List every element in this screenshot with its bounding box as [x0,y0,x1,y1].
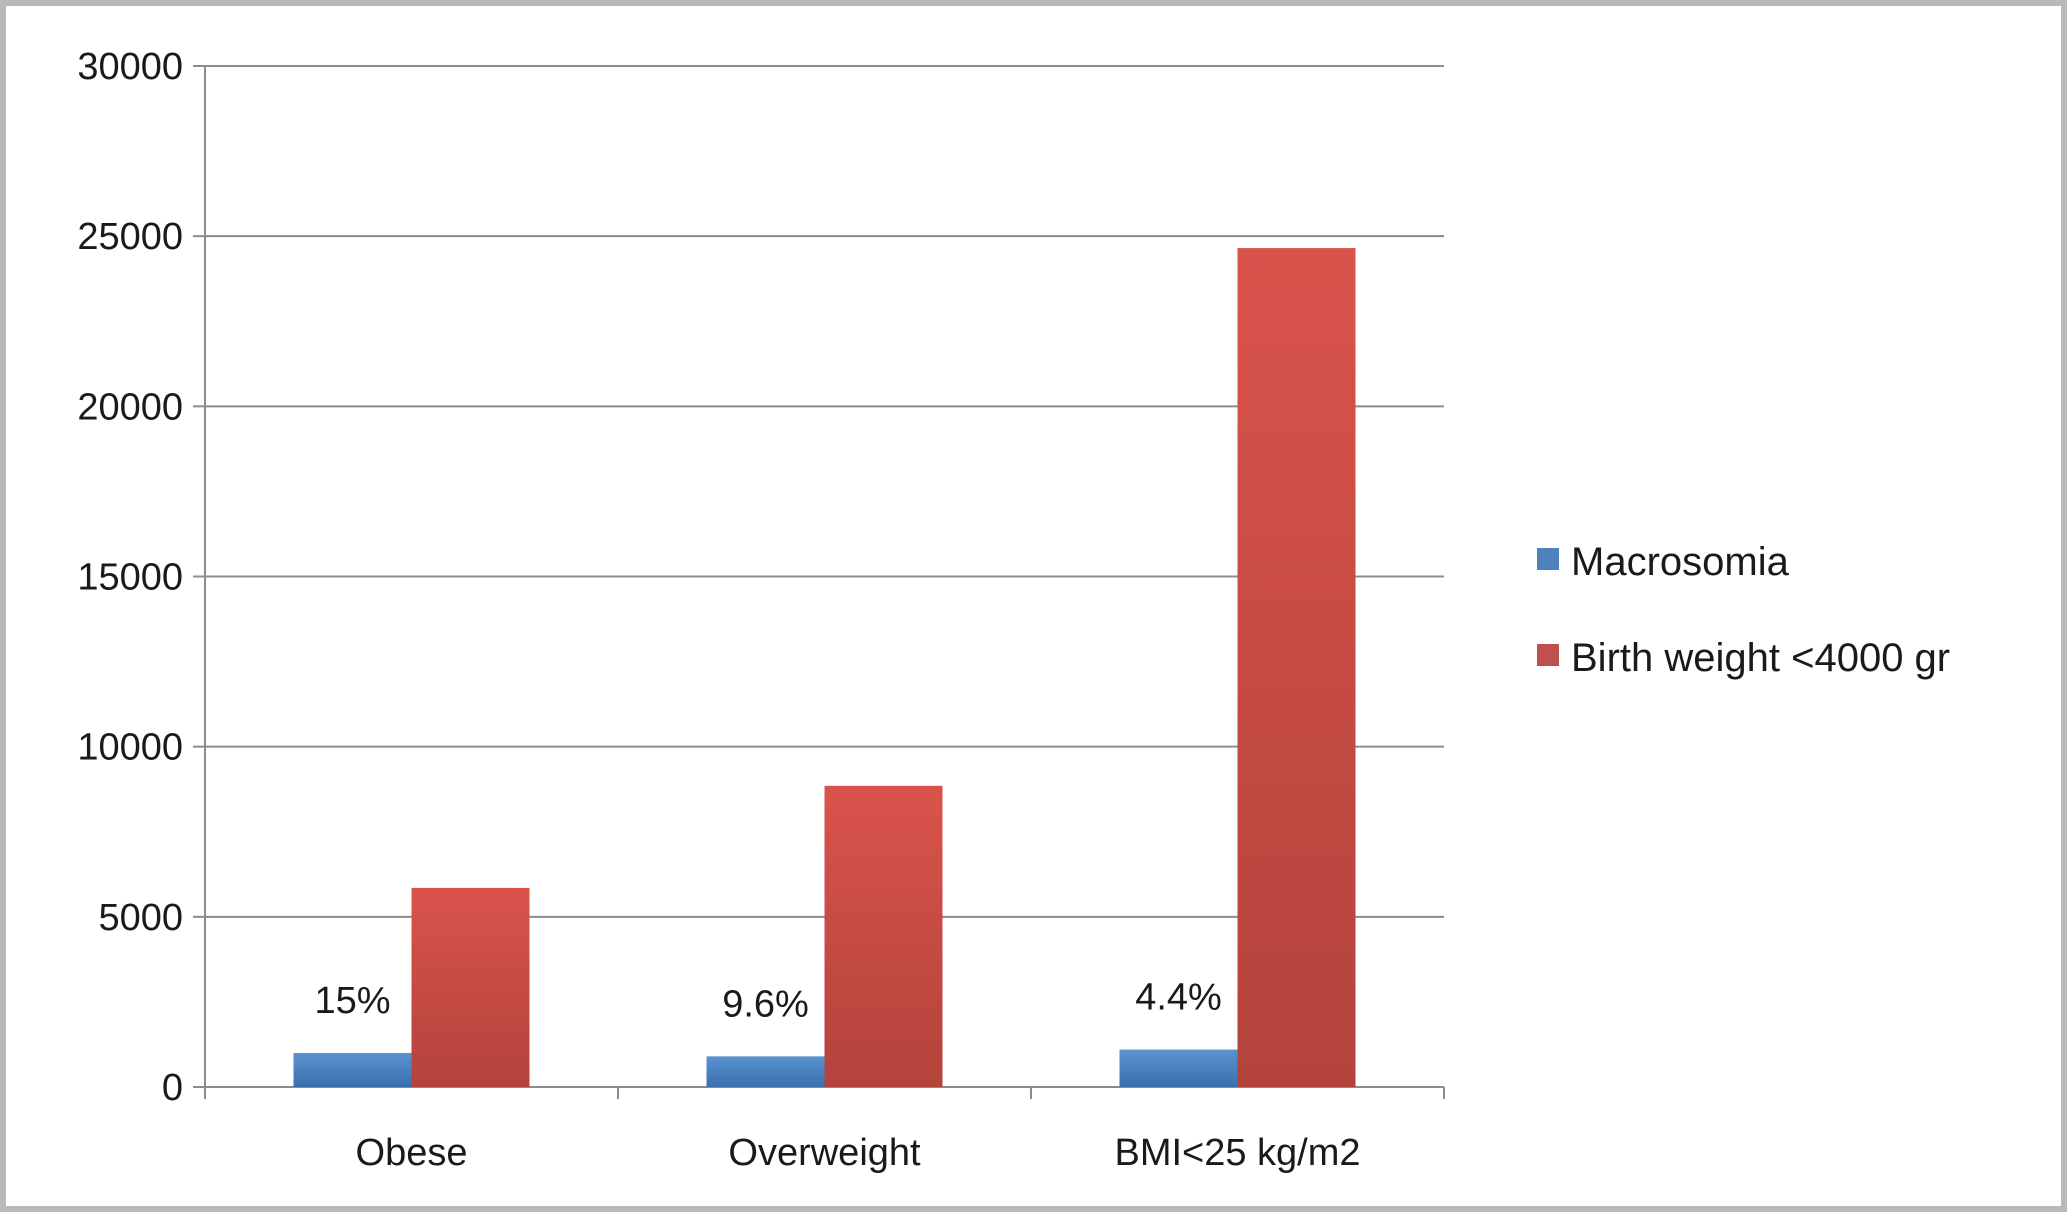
data-label: 9.6% [722,983,809,1025]
bar-birth-weight [1237,248,1356,1087]
bar-birth-weight [411,887,530,1087]
category-label: BMI<25 kg/m2 [1114,1132,1360,1174]
y-tick-label: 20000 [77,386,183,428]
bar-macrosomia [706,1056,825,1087]
bar-macrosomia [1119,1049,1238,1087]
legend-label: Birth weight <4000 gr [1571,636,1950,680]
y-tick-label: 5000 [98,897,183,939]
data-label: 15% [314,980,390,1022]
y-tick-label: 0 [162,1067,183,1109]
y-axis-ticks: 0 5000 10000 15000 20000 25000 30000 [77,46,205,1109]
legend: Macrosomia Birth weight <4000 gr [1537,540,1950,680]
bar-macrosomia [293,1052,412,1087]
bar-birth-weight [824,785,943,1087]
y-tick-label: 30000 [77,46,183,88]
legend-swatch [1537,644,1559,666]
bars [293,248,1356,1087]
y-tick-label: 10000 [77,727,183,769]
category-label: Overweight [728,1132,921,1174]
data-label: 4.4% [1135,977,1222,1019]
y-tick-label: 15000 [77,557,183,599]
data-labels: 15% 9.6% 4.4% [314,977,1221,1026]
legend-label: Macrosomia [1571,540,1790,584]
category-label: Obese [356,1132,468,1174]
legend-swatch [1537,548,1559,570]
y-tick-label: 25000 [77,216,183,258]
category-labels: Obese Overweight BMI<25 kg/m2 [356,1132,1361,1174]
